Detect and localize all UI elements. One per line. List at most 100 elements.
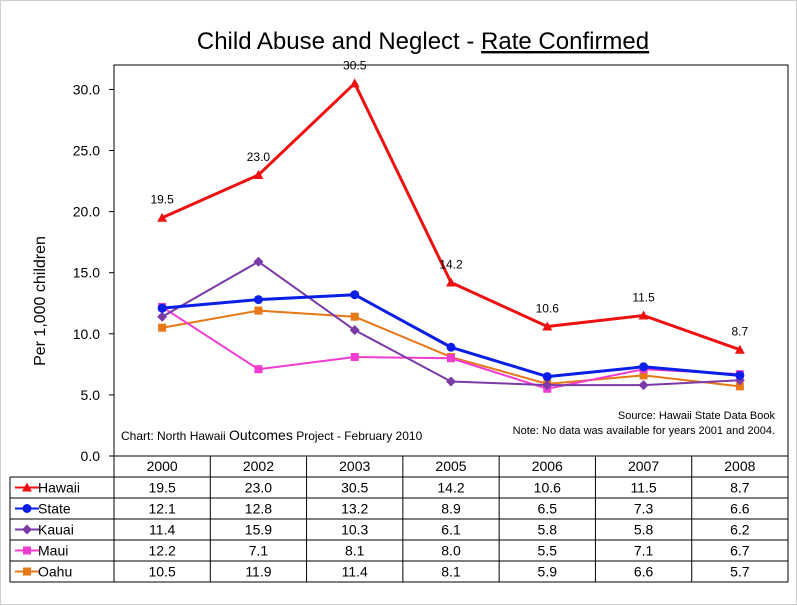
table-cell: 5.7 [730, 564, 750, 580]
credit-prefix: Chart: North Hawaii [121, 429, 229, 443]
table-cell: 6.5 [538, 501, 558, 517]
data-point [735, 382, 744, 391]
series-line-state [162, 293, 740, 379]
table-cell: 8.7 [730, 480, 750, 496]
table-cell: 30.5 [341, 480, 368, 496]
data-point [157, 303, 167, 313]
legend-entry-maui: Maui [38, 543, 68, 559]
table-cell: 8.1 [345, 543, 365, 559]
x-tick-label: 2007 [628, 458, 659, 474]
data-label: 30.5 [343, 58, 367, 72]
y-tick-label: 0.0 [81, 448, 101, 464]
data-label: 19.5 [150, 193, 174, 207]
y-tick-label: 10.0 [73, 326, 100, 342]
table-cell: 6.1 [441, 522, 461, 538]
table-cell: 11.4 [149, 522, 175, 538]
chart-title-emphasis: Rate Confirmed [481, 28, 649, 55]
table-cell: 7.3 [634, 501, 654, 517]
x-tick-label: 2005 [435, 458, 466, 474]
data-point [254, 306, 263, 315]
x-tick-label: 2008 [724, 458, 755, 474]
data-point [350, 312, 359, 321]
y-axis-label: Per 1,000 children [32, 236, 49, 366]
data-point [350, 290, 360, 300]
data-note: Note: No data was available for years 20… [513, 425, 775, 437]
table-cell: 14.2 [437, 480, 464, 496]
table-cell: 6.6 [730, 501, 750, 517]
y-tick-label: 25.0 [73, 143, 100, 159]
data-point [639, 362, 649, 372]
data-label: 14.2 [439, 257, 463, 271]
table-cell: 11.9 [245, 564, 271, 580]
data-point [447, 354, 455, 363]
table-cell: 12.2 [149, 543, 176, 559]
data-point [542, 321, 553, 331]
table-cell: 7.1 [249, 543, 269, 559]
table-cell: 5.8 [538, 522, 558, 538]
data-point [638, 310, 649, 320]
data-point [446, 277, 456, 287]
table-cell: 23.0 [245, 480, 272, 496]
legend-entry-state: State [38, 501, 71, 517]
legend-entry-oahu: Oahu [38, 564, 72, 580]
credit-emphasis: Outcomes [229, 427, 293, 443]
table-cell: 5.9 [538, 564, 558, 580]
chart-title: Child Abuse and Neglect - Rate Confirmed [197, 28, 649, 55]
data-point [542, 380, 553, 391]
table-cell: 6.2 [730, 522, 750, 538]
x-tick-label: 2002 [243, 458, 274, 474]
data-point [23, 567, 31, 576]
data-point [22, 524, 32, 535]
table-cell: 10.3 [341, 522, 368, 538]
data-point [23, 546, 31, 555]
data-label: 8.7 [732, 325, 749, 339]
data-label: 23.0 [247, 150, 271, 164]
table-cell: 10.6 [534, 480, 561, 496]
y-tick-label: 20.0 [73, 204, 100, 220]
data-point [639, 371, 648, 380]
data-point [253, 256, 264, 267]
data-label: 11.5 [632, 290, 655, 304]
y-tick-label: 15.0 [73, 265, 100, 281]
data-point [446, 376, 456, 387]
data-point [157, 212, 168, 222]
data-point [158, 323, 167, 332]
data-point [446, 342, 456, 352]
table-cell: 19.5 [149, 480, 176, 496]
data-label: 10.6 [536, 301, 560, 315]
table-cell: 12.1 [149, 501, 176, 517]
table-cell: 5.8 [634, 522, 654, 538]
legend-entry-kauai: Kauai [38, 522, 74, 538]
table-cell: 6.6 [634, 564, 654, 580]
y-tick-label: 30.0 [73, 81, 100, 97]
data-point [349, 325, 360, 336]
data-point [638, 380, 649, 391]
table-cell: 7.1 [634, 543, 654, 559]
table-cell: 5.5 [538, 543, 558, 559]
table-cell: 12.8 [245, 501, 272, 517]
table-cell: 8.1 [441, 564, 461, 580]
credit-suffix: Project - February 2010 [293, 429, 423, 443]
table-cell: 6.7 [730, 543, 750, 559]
plot-area: 0.0 5.0 10.0 15.0 20.0 25.0 30.0 19.5 23.0 30.5 14… [73, 58, 789, 464]
chart-credit: Chart: North Hawaii Outcomes Project - F… [121, 427, 423, 443]
data-point [22, 482, 32, 492]
table-cell: 13.2 [341, 501, 368, 517]
data-point [350, 353, 359, 362]
data-point [253, 295, 263, 305]
data-point [542, 372, 552, 382]
legend-entry-hawaii: Hawaii [38, 480, 80, 496]
data-point [349, 78, 360, 88]
data-point [254, 365, 263, 374]
table-cell: 11.4 [342, 564, 368, 580]
x-tick-label: 2006 [532, 458, 563, 474]
table-cell: 10.5 [149, 564, 176, 580]
table-cell: 11.5 [630, 480, 656, 496]
data-point [157, 311, 168, 322]
x-tick-label: 2000 [147, 458, 178, 474]
table-cell: 15.9 [245, 522, 272, 538]
data-point [734, 344, 745, 354]
source-note: Source: Hawaii State Data Book [618, 410, 776, 422]
